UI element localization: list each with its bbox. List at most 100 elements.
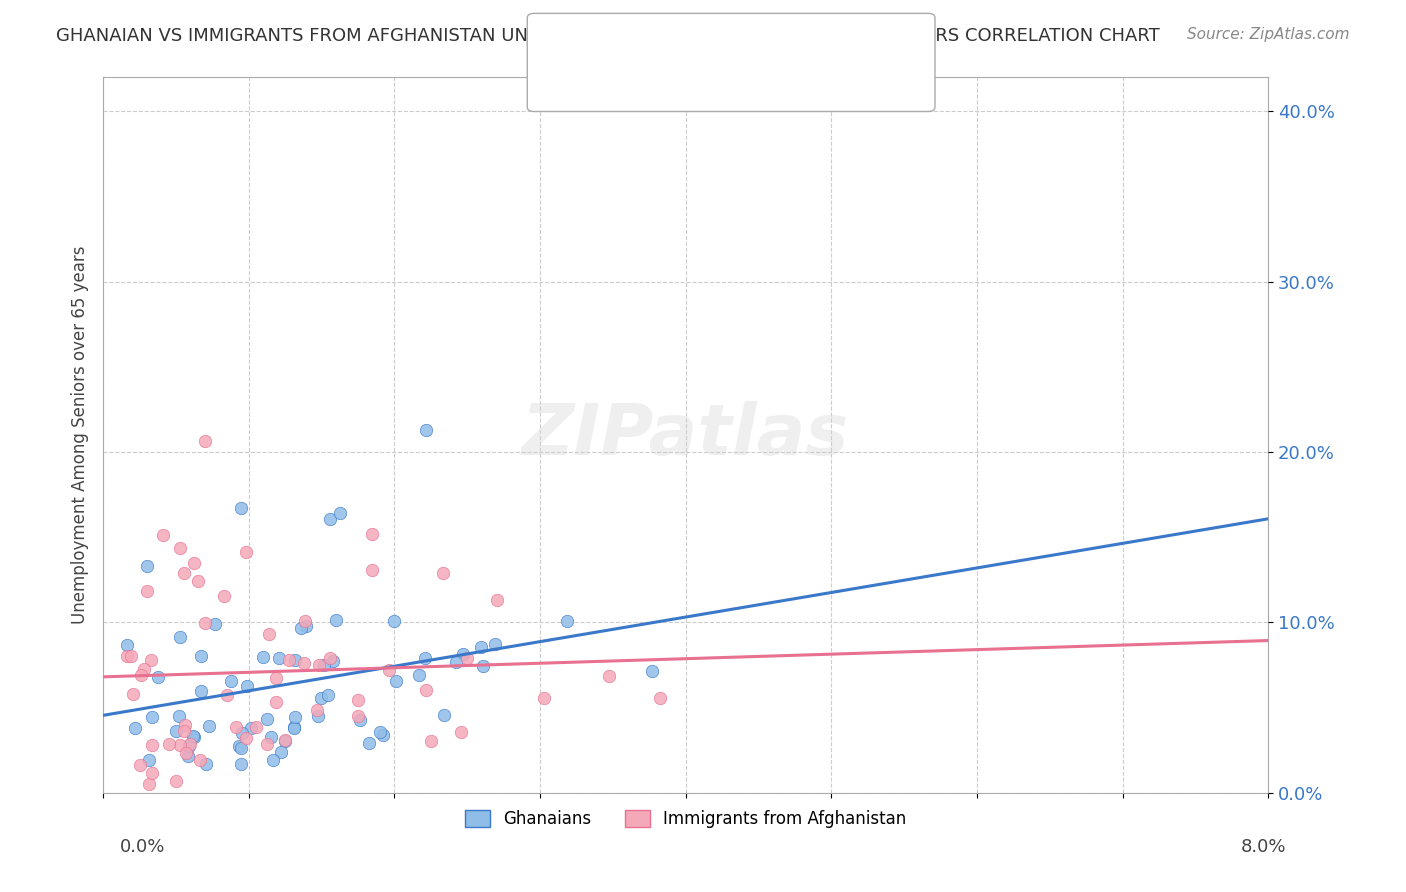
Text: Source: ZipAtlas.com: Source: ZipAtlas.com	[1187, 27, 1350, 42]
Point	[252, 649, 274, 664]
Point	[319, 651, 342, 665]
Point	[368, 724, 391, 739]
Point	[274, 734, 297, 748]
Point	[231, 740, 253, 755]
Point	[598, 668, 620, 682]
Point	[138, 753, 160, 767]
Point	[167, 709, 190, 723]
Point	[322, 654, 344, 668]
Point	[555, 614, 578, 628]
Point	[269, 650, 291, 665]
Point	[152, 528, 174, 542]
Point	[169, 738, 191, 752]
Point	[284, 653, 307, 667]
Point	[256, 737, 278, 751]
Point	[373, 728, 395, 742]
Point	[136, 583, 159, 598]
Point	[117, 638, 139, 652]
Point	[179, 738, 201, 752]
Point	[173, 566, 195, 580]
Point	[270, 745, 292, 759]
Point	[349, 713, 371, 727]
Point	[128, 757, 150, 772]
Point	[190, 684, 212, 698]
Point	[132, 662, 155, 676]
Bar	[551, 65, 581, 99]
Point	[141, 738, 163, 752]
Point	[294, 619, 316, 633]
Point	[420, 734, 443, 748]
Point	[385, 674, 408, 689]
Point	[169, 630, 191, 644]
Point	[173, 724, 195, 739]
Point	[316, 688, 339, 702]
Point	[235, 731, 257, 746]
Point	[456, 651, 478, 665]
Point	[219, 673, 242, 688]
Point	[408, 667, 430, 681]
Point	[319, 512, 342, 526]
Point	[325, 613, 347, 627]
Point	[188, 753, 211, 767]
Text: GHANAIAN VS IMMIGRANTS FROM AFGHANISTAN UNEMPLOYMENT AMONG SENIORS OVER 65 YEARS: GHANAIAN VS IMMIGRANTS FROM AFGHANISTAN …	[56, 27, 1160, 45]
Point	[294, 614, 316, 628]
Point	[264, 695, 287, 709]
Point	[245, 720, 267, 734]
Point	[347, 709, 370, 723]
Point	[290, 622, 312, 636]
Point	[259, 627, 281, 641]
Point	[277, 653, 299, 667]
Point	[165, 723, 187, 738]
Point	[415, 683, 437, 698]
Point	[307, 702, 329, 716]
Point	[413, 650, 436, 665]
Point	[212, 590, 235, 604]
Point	[204, 617, 226, 632]
Point	[260, 731, 283, 745]
Point	[194, 434, 217, 448]
Point	[484, 637, 506, 651]
Point	[444, 655, 467, 669]
Point	[183, 556, 205, 570]
Bar	[551, 27, 581, 61]
Point	[346, 693, 368, 707]
Point	[433, 708, 456, 723]
Point	[115, 648, 138, 663]
Point	[311, 691, 333, 706]
Point	[314, 658, 336, 673]
Point	[471, 659, 494, 673]
Point	[283, 720, 305, 734]
Point	[432, 566, 454, 581]
Point	[183, 729, 205, 743]
Text: R =  0.193   N = 57: R = 0.193 N = 57	[595, 71, 813, 92]
Text: 8.0%: 8.0%	[1241, 838, 1286, 855]
Point	[190, 649, 212, 664]
Point	[228, 739, 250, 753]
Point	[141, 765, 163, 780]
Point	[361, 526, 384, 541]
Point	[329, 506, 352, 520]
Point	[274, 733, 297, 747]
Point	[650, 691, 672, 706]
Point	[382, 614, 405, 628]
Point	[235, 545, 257, 559]
Point	[263, 753, 285, 767]
Point	[183, 731, 205, 745]
Point	[194, 616, 217, 631]
Text: R = 0.284   N = 64: R = 0.284 N = 64	[595, 34, 806, 54]
Text: ZIPatlas: ZIPatlas	[522, 401, 849, 469]
Point	[229, 757, 252, 772]
Point	[169, 541, 191, 556]
Point	[174, 747, 197, 761]
Point	[157, 737, 180, 751]
Point	[177, 739, 200, 753]
Point	[217, 688, 239, 702]
Point	[283, 721, 305, 735]
Point	[357, 736, 380, 750]
Point	[239, 721, 262, 735]
Point	[307, 708, 329, 723]
Point	[148, 670, 170, 684]
Point	[197, 719, 219, 733]
Text: 0.0%: 0.0%	[120, 838, 165, 855]
Point	[165, 773, 187, 788]
